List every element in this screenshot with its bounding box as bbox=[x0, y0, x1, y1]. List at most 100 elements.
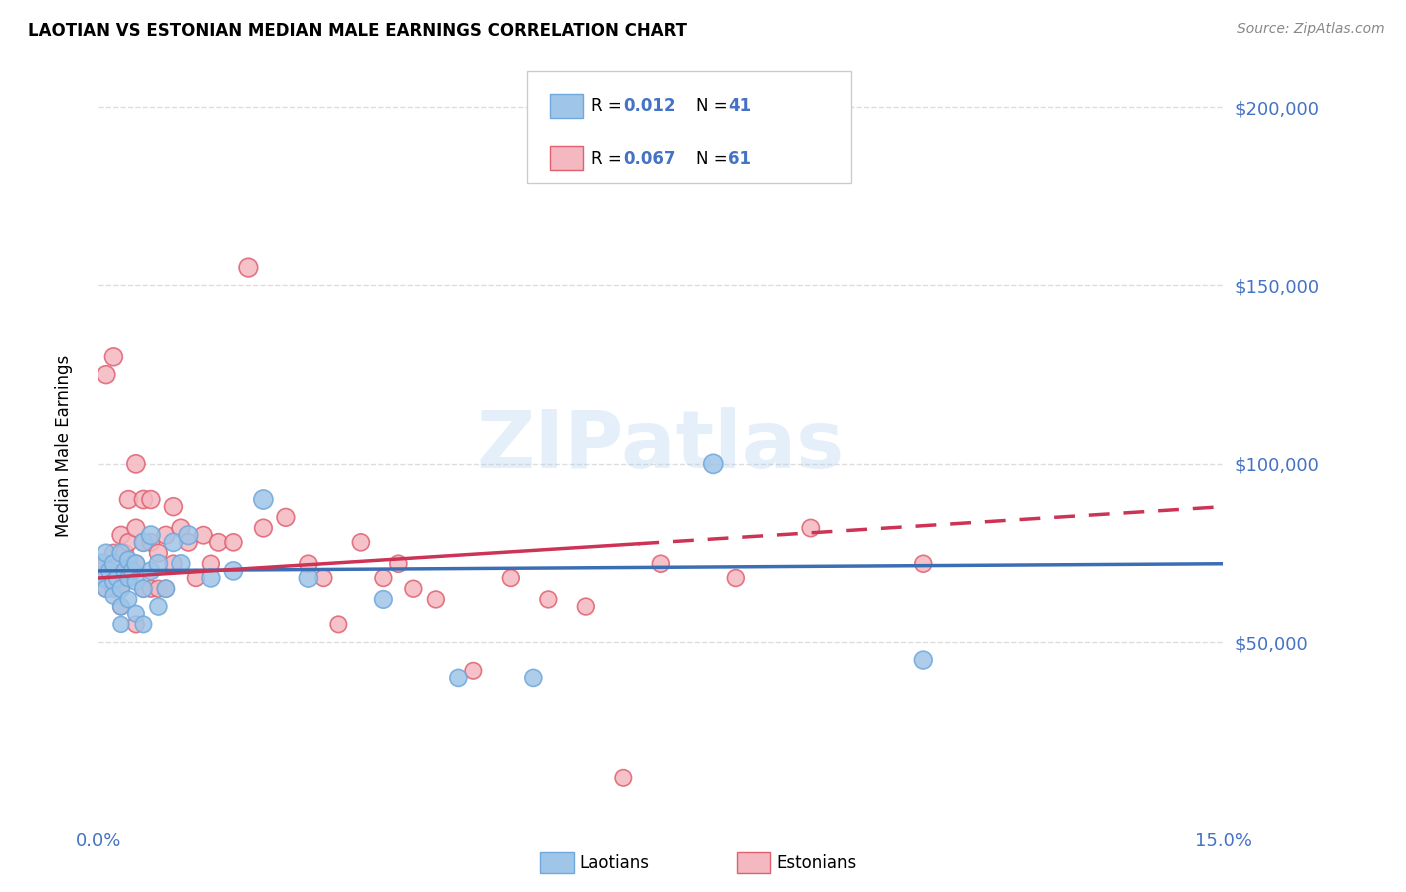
Point bbox=[110, 617, 132, 632]
Point bbox=[447, 671, 470, 685]
Point bbox=[105, 571, 128, 585]
Point bbox=[522, 671, 544, 685]
Point bbox=[132, 582, 155, 596]
Point bbox=[125, 607, 148, 621]
Point bbox=[139, 492, 162, 507]
Point bbox=[222, 564, 245, 578]
Text: R =: R = bbox=[591, 97, 627, 115]
Point bbox=[575, 599, 598, 614]
Text: Laotians: Laotians bbox=[579, 854, 650, 871]
Point bbox=[117, 592, 139, 607]
Point bbox=[148, 546, 170, 560]
Point bbox=[117, 553, 139, 567]
Point bbox=[184, 571, 207, 585]
Point bbox=[537, 592, 560, 607]
Text: R =: R = bbox=[591, 150, 627, 168]
Point bbox=[373, 592, 395, 607]
Point bbox=[425, 592, 447, 607]
Point bbox=[177, 535, 200, 549]
Point bbox=[139, 528, 162, 542]
Point bbox=[499, 571, 522, 585]
Point bbox=[402, 582, 425, 596]
Point bbox=[103, 557, 125, 571]
Y-axis label: Median Male Earnings: Median Male Earnings bbox=[55, 355, 73, 537]
Point bbox=[155, 582, 177, 596]
Text: Estonians: Estonians bbox=[776, 854, 856, 871]
Point bbox=[117, 571, 139, 585]
Point bbox=[155, 528, 177, 542]
Point bbox=[148, 599, 170, 614]
Text: ZIPatlas: ZIPatlas bbox=[477, 407, 845, 485]
Point bbox=[114, 546, 136, 560]
Text: N =: N = bbox=[696, 150, 733, 168]
Text: 0.012: 0.012 bbox=[623, 97, 675, 115]
Text: LAOTIAN VS ESTONIAN MEDIAN MALE EARNINGS CORRELATION CHART: LAOTIAN VS ESTONIAN MEDIAN MALE EARNINGS… bbox=[28, 22, 688, 40]
Point bbox=[139, 582, 162, 596]
Point bbox=[207, 535, 229, 549]
Point bbox=[117, 492, 139, 507]
Point bbox=[170, 521, 193, 535]
Point bbox=[103, 574, 125, 589]
Point bbox=[170, 557, 193, 571]
Point bbox=[387, 557, 409, 571]
Text: N =: N = bbox=[696, 97, 733, 115]
Point bbox=[912, 557, 935, 571]
Point bbox=[139, 535, 162, 549]
Point bbox=[125, 457, 148, 471]
Point bbox=[177, 528, 200, 542]
Point bbox=[110, 582, 132, 596]
Text: 41: 41 bbox=[728, 97, 751, 115]
Point bbox=[121, 564, 143, 578]
Point bbox=[274, 510, 297, 524]
Point bbox=[125, 557, 148, 571]
Point bbox=[373, 571, 395, 585]
Point bbox=[328, 617, 350, 632]
Point bbox=[312, 571, 335, 585]
Point bbox=[912, 653, 935, 667]
Point bbox=[162, 535, 184, 549]
Point bbox=[148, 582, 170, 596]
Point bbox=[90, 564, 112, 578]
Text: 0.067: 0.067 bbox=[623, 150, 675, 168]
Point bbox=[162, 557, 184, 571]
Point bbox=[94, 582, 117, 596]
Point bbox=[463, 664, 485, 678]
Point bbox=[94, 557, 117, 571]
Point bbox=[94, 546, 117, 560]
Point bbox=[117, 535, 139, 549]
Point bbox=[132, 492, 155, 507]
Point bbox=[132, 582, 155, 596]
Point bbox=[94, 582, 117, 596]
Point bbox=[132, 535, 155, 549]
Point bbox=[612, 771, 634, 785]
Point bbox=[110, 571, 132, 585]
Point bbox=[110, 528, 132, 542]
Point bbox=[238, 260, 260, 275]
Point bbox=[125, 557, 148, 571]
Point bbox=[148, 557, 170, 571]
Point bbox=[724, 571, 747, 585]
Point bbox=[350, 535, 373, 549]
Point bbox=[94, 368, 117, 382]
Point bbox=[125, 617, 148, 632]
Point bbox=[200, 557, 222, 571]
Point bbox=[105, 557, 128, 571]
Point bbox=[125, 574, 148, 589]
Point bbox=[222, 535, 245, 549]
Point bbox=[110, 546, 132, 560]
Point bbox=[193, 528, 215, 542]
Text: Source: ZipAtlas.com: Source: ZipAtlas.com bbox=[1237, 22, 1385, 37]
Point bbox=[155, 582, 177, 596]
Point bbox=[162, 500, 184, 514]
Point bbox=[132, 617, 155, 632]
Point bbox=[297, 571, 319, 585]
Point bbox=[91, 557, 114, 571]
Point bbox=[110, 599, 132, 614]
Point bbox=[297, 557, 319, 571]
Point bbox=[200, 571, 222, 585]
Point bbox=[252, 492, 274, 507]
Point bbox=[103, 582, 125, 596]
Point bbox=[103, 546, 125, 560]
Point bbox=[103, 350, 125, 364]
Point bbox=[125, 521, 148, 535]
